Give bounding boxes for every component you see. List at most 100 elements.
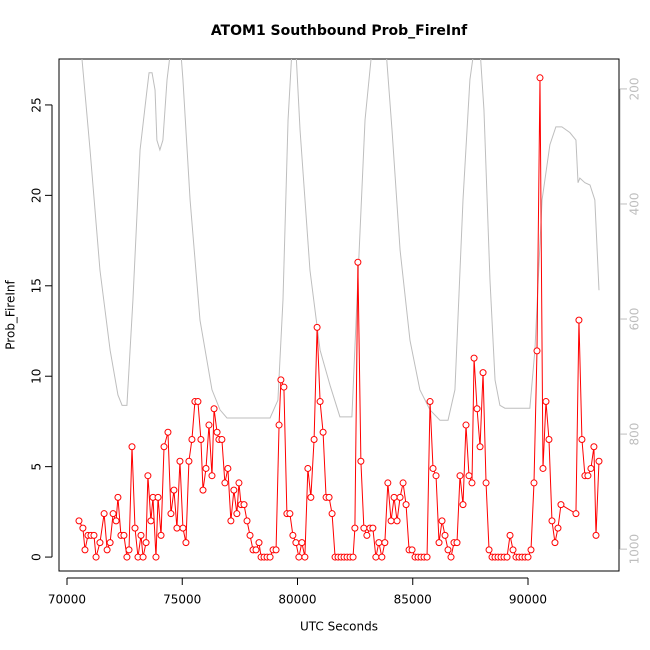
data-point xyxy=(548,517,556,525)
data-point xyxy=(298,539,306,547)
data-point xyxy=(230,486,238,494)
data-point xyxy=(325,493,333,501)
data-point xyxy=(372,553,380,561)
data-point xyxy=(328,510,336,518)
y2-tick-label: 800 xyxy=(628,423,642,446)
data-point xyxy=(252,546,260,554)
data-point xyxy=(277,376,285,384)
data-point xyxy=(363,531,371,539)
data-point xyxy=(289,531,297,539)
data-point xyxy=(375,539,383,547)
data-point xyxy=(170,486,178,494)
x-tick-label: 80000 xyxy=(278,593,316,607)
data-point xyxy=(210,405,218,413)
data-point xyxy=(402,501,410,509)
data-point xyxy=(551,539,559,547)
data-point xyxy=(224,464,232,472)
y-tick-label: 5 xyxy=(30,463,44,471)
data-point xyxy=(109,510,117,518)
data-point xyxy=(142,539,150,547)
data-point xyxy=(524,553,532,561)
data-point xyxy=(479,369,487,377)
data-point xyxy=(349,553,357,561)
data-point xyxy=(459,501,467,509)
data-point xyxy=(81,546,89,554)
data-point xyxy=(393,517,401,525)
data-point xyxy=(476,443,484,451)
x-tick-label: 70000 xyxy=(48,593,86,607)
data-point xyxy=(435,539,443,547)
data-point xyxy=(197,436,205,444)
plot-area xyxy=(75,59,603,561)
data-point xyxy=(280,383,288,391)
data-point xyxy=(266,553,274,561)
data-point xyxy=(473,405,481,413)
x-tick-label: 90000 xyxy=(509,593,547,607)
x-axis-label: UTC Seconds xyxy=(300,620,378,634)
data-point xyxy=(357,457,365,465)
data-point xyxy=(112,517,120,525)
data-point xyxy=(160,443,168,451)
data-point xyxy=(272,546,280,554)
data-point xyxy=(592,531,600,539)
data-point xyxy=(154,493,162,501)
data-point xyxy=(255,539,263,547)
data-point xyxy=(381,539,389,547)
data-point xyxy=(536,74,544,82)
data-point xyxy=(587,464,595,472)
data-point xyxy=(319,428,327,436)
data-point xyxy=(465,472,473,480)
x-tick-label: 85000 xyxy=(394,593,432,607)
data-point xyxy=(429,464,437,472)
data-point xyxy=(120,531,128,539)
data-point xyxy=(432,472,440,480)
data-point xyxy=(194,398,202,406)
data-point xyxy=(275,421,283,429)
chart-title: ATOM1 Southbound Prob_FireInf xyxy=(211,23,468,39)
data-point xyxy=(468,479,476,487)
data-point xyxy=(125,546,133,554)
y-tick-label: 0 xyxy=(30,553,44,561)
data-point xyxy=(444,546,452,554)
data-point xyxy=(572,510,580,518)
data-point xyxy=(92,553,100,561)
data-point xyxy=(235,479,243,487)
data-point xyxy=(128,443,136,451)
data-point xyxy=(164,428,172,436)
data-point xyxy=(173,524,181,532)
x-tick-label: 75000 xyxy=(163,593,201,607)
data-point xyxy=(316,398,324,406)
data-point xyxy=(426,398,434,406)
data-point xyxy=(387,517,395,525)
data-point xyxy=(202,464,210,472)
data-point xyxy=(590,443,598,451)
data-point xyxy=(185,457,193,465)
data-point xyxy=(485,546,493,554)
data-point xyxy=(470,354,478,362)
data-point xyxy=(530,479,538,487)
data-point xyxy=(453,539,461,547)
data-point xyxy=(438,517,446,525)
data-point xyxy=(243,517,251,525)
y-tick-label: 20 xyxy=(30,188,44,203)
data-point xyxy=(221,479,229,487)
data-point xyxy=(199,486,207,494)
data-point xyxy=(152,553,160,561)
data-point xyxy=(462,421,470,429)
data-point xyxy=(578,436,586,444)
y-axis-label: Prob_FireInf xyxy=(4,280,18,350)
series-line xyxy=(81,59,600,421)
data-point xyxy=(103,546,111,554)
data-point xyxy=(545,436,553,444)
data-point xyxy=(408,546,416,554)
data-point xyxy=(96,539,104,547)
y2-tick-label: 200 xyxy=(628,77,642,100)
data-point xyxy=(503,553,511,561)
data-point xyxy=(304,464,312,472)
data-point xyxy=(542,398,550,406)
y-tick-label: 15 xyxy=(30,278,44,293)
data-point xyxy=(369,524,377,532)
data-point xyxy=(240,501,248,509)
data-point xyxy=(441,531,449,539)
